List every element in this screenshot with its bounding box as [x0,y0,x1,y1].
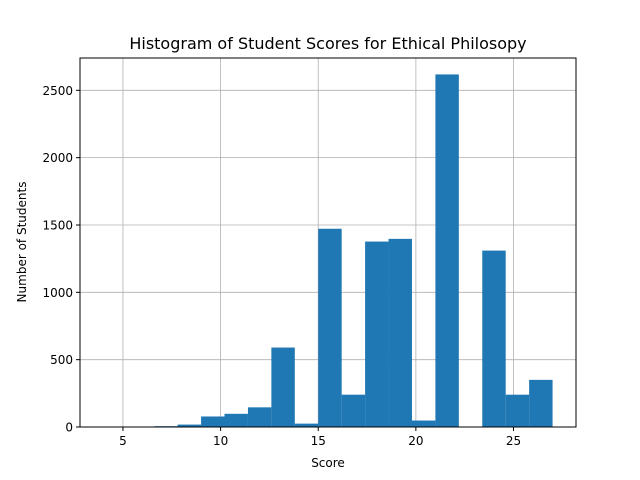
y-tick-label-4: 2000 [42,151,73,165]
y-tick-label-5: 2500 [42,84,73,98]
x-tick-label-2: 15 [311,434,326,448]
histogram-bar-8 [271,347,295,427]
y-axis-label: Number of Students [15,182,29,303]
histogram-bar-14 [411,420,436,427]
y-tick-label-2: 1000 [42,286,73,300]
y-axis: 0 500 1000 1500 2000 2500 [42,84,80,435]
histogram-bar-7 [247,407,272,427]
x-tick-label-4: 25 [506,434,521,448]
y-tick-label-0: 0 [65,421,73,435]
histogram-bar-12 [365,241,389,427]
x-tick-label-0: 5 [119,434,127,448]
histogram-bar-19 [529,379,553,427]
histogram-bar-18 [505,394,530,427]
histogram-bar-5 [201,416,225,427]
x-axis-label: Score [311,456,345,470]
x-tick-label-3: 20 [408,434,423,448]
histogram-bar-13 [388,238,412,427]
y-tick-label-3: 1500 [42,218,73,232]
bars [154,74,553,427]
histogram-bar-4 [177,424,202,427]
histogram-bar-17 [482,250,506,427]
x-tick-label-1: 10 [213,434,228,448]
chart-title: Histogram of Student Scores for Ethical … [129,34,526,53]
histogram-bar-11 [341,394,366,427]
histogram-bar-6 [224,413,248,427]
histogram-bar-9 [294,423,319,427]
x-axis: 5 10 15 20 25 [119,427,521,448]
histogram-bar-15 [435,74,459,427]
plot-frame [79,57,577,428]
y-tick-label-1: 500 [50,353,73,367]
histogram-bar-10 [318,228,342,427]
